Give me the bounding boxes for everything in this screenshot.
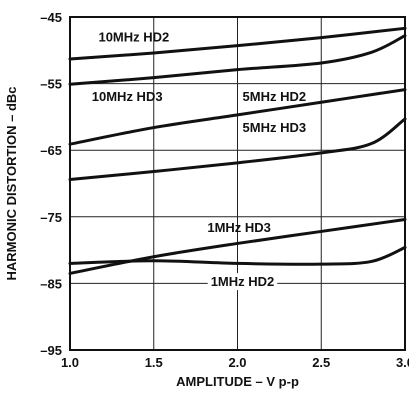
- y-tick-label: –95: [40, 343, 62, 358]
- y-tick-label: –85: [40, 276, 62, 291]
- x-tick-label: 2.0: [228, 355, 246, 370]
- series-label-5mhz-hd3: 5MHz HD3: [243, 120, 307, 135]
- series-label-1mhz-hd2: 1MHz HD2: [211, 274, 275, 289]
- y-axis-label: HARMONIC DISTORTION – dBc: [4, 86, 19, 280]
- y-tick-label: –75: [40, 210, 62, 225]
- series-label-1mhz-hd3: 1MHz HD3: [207, 220, 271, 235]
- y-tick-label: –65: [40, 143, 62, 158]
- series-line-10mhz-hd2: [68, 26, 407, 61]
- series-line-5mhz-hd3: [68, 117, 407, 181]
- x-tick-labels: 1.0 1.5 2.0 2.5 3.0: [61, 355, 409, 370]
- series-label-10mhz-hd3: 10MHz HD3: [92, 89, 163, 104]
- x-tick-label: 1.5: [145, 355, 163, 370]
- grid: [70, 17, 405, 350]
- series-labels: 10MHz HD2 10MHz HD3 5MHz HD2 5MHz HD3 1MHz H…: [92, 30, 307, 291]
- series-label-5mhz-hd2: 5MHz HD2: [243, 89, 307, 104]
- series-line-5mhz-hd2: [68, 88, 407, 146]
- series-label-10mhz-hd2: 10MHz HD2: [98, 30, 169, 45]
- y-tick-labels: –45 –55 –65 –75 –85 –95: [40, 10, 62, 358]
- plot-frame: [69, 16, 406, 351]
- y-tick-label: –45: [40, 10, 62, 25]
- series-line-1mhz-hd2: [68, 245, 407, 266]
- x-axis-label: AMPLITUDE – V p-p: [176, 374, 299, 389]
- series-lines: [68, 26, 407, 275]
- x-tick-label: 1.0: [61, 355, 79, 370]
- x-tick-label: 2.5: [312, 355, 330, 370]
- y-tick-label: –55: [40, 77, 62, 92]
- series-line-10mhz-hd3: [68, 34, 407, 86]
- label-background: [207, 273, 278, 291]
- x-tick-label: 3.0: [396, 355, 409, 370]
